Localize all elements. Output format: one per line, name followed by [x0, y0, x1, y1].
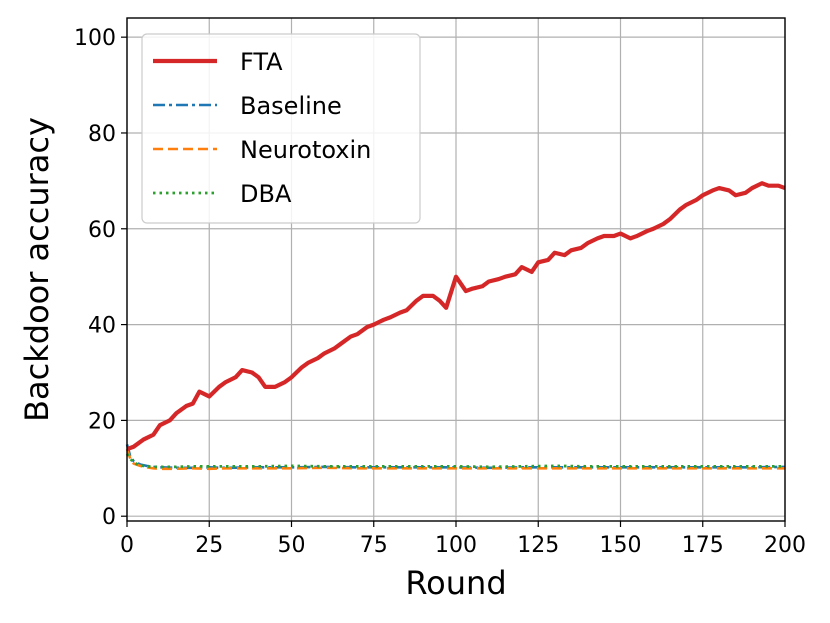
y-tick-label: 60: [88, 218, 116, 243]
x-tick-label: 0: [120, 533, 134, 558]
x-tick-label: 100: [435, 533, 477, 558]
legend-label: Baseline: [240, 92, 342, 120]
x-tick-label: 75: [360, 533, 388, 558]
x-tick-label: 175: [682, 533, 724, 558]
series-layer: [125, 181, 786, 471]
x-tick-label: 50: [278, 533, 306, 558]
y-tick-label: 40: [88, 314, 116, 339]
y-tick-label: 100: [74, 26, 116, 51]
y-tick-label: 80: [88, 122, 116, 147]
legend-label: Neurotoxin: [240, 136, 371, 164]
legend-label: FTA: [240, 48, 283, 76]
axis-ticks: 0 25 50 75 100 125 150 175 200 0 20 40 60 80 100: [74, 26, 806, 558]
y-tick-label: 20: [88, 409, 116, 434]
series-line-fta: [126, 181, 786, 452]
legend-label: DBA: [240, 180, 292, 208]
legend-box: [141, 33, 421, 224]
x-axis-label: Round: [405, 564, 506, 602]
y-tick-label: 0: [102, 505, 116, 530]
y-axis-label: Backdoor accuracy: [18, 117, 56, 422]
x-tick-label: 125: [517, 533, 559, 558]
legend: FTA Baseline Neurotoxin DBA: [141, 33, 421, 224]
x-tick-label: 25: [195, 533, 223, 558]
series-line-dba: [125, 453, 785, 469]
grid-lines: [126, 18, 786, 521]
x-tick-label: 150: [600, 533, 642, 558]
x-tick-label: 200: [764, 533, 806, 558]
